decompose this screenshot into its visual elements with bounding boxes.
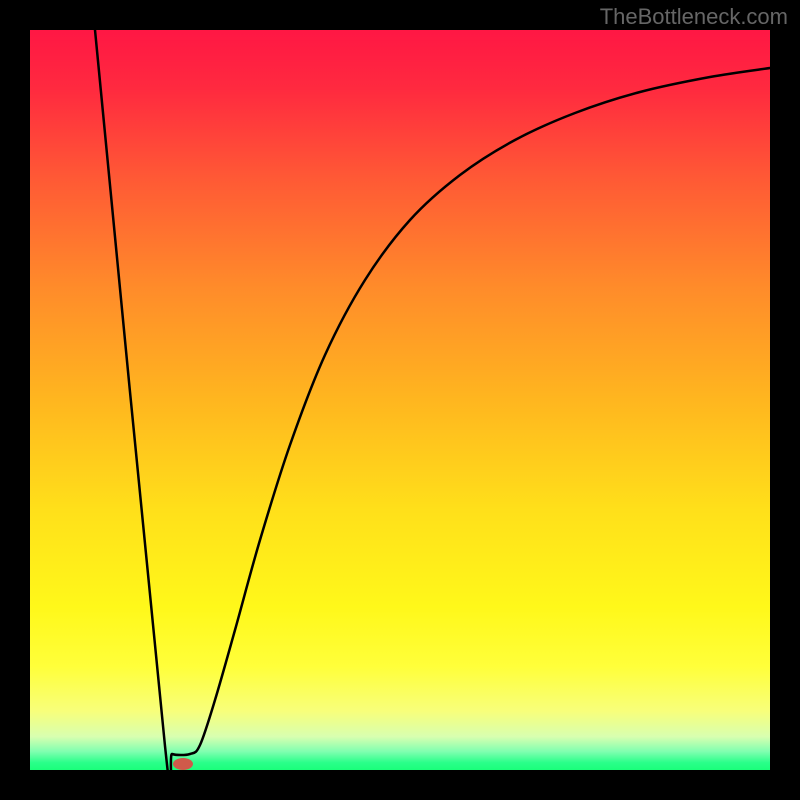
watermark-text: TheBottleneck.com: [600, 4, 788, 30]
plot-background: [30, 30, 770, 770]
optimal-marker: [173, 758, 193, 770]
chart-svg: [0, 0, 800, 800]
bottleneck-chart: TheBottleneck.com: [0, 0, 800, 800]
